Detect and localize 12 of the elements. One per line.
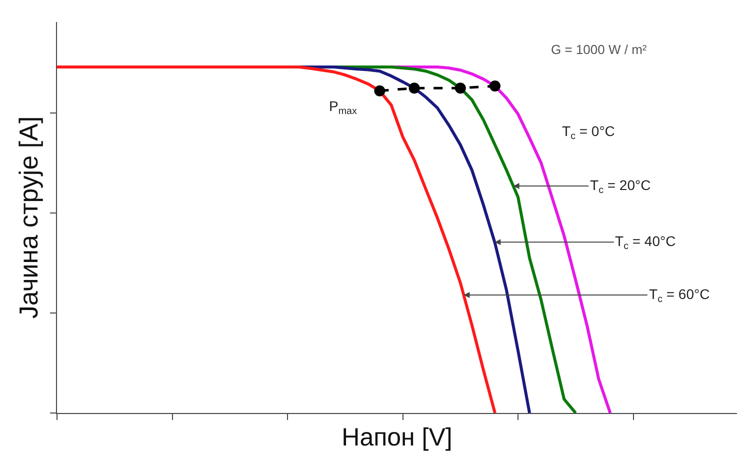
text: T$_{c}$ = 20°C xyxy=(590,177,651,196)
y-axis-title: Јачина струје [A] xyxy=(13,116,44,319)
point xyxy=(374,85,386,96)
x-axis-title: Напон [V] xyxy=(342,423,452,452)
point xyxy=(408,82,420,94)
text: T$_{c}$ = 60°C xyxy=(649,286,710,305)
series-label: P$_{max}$ xyxy=(329,98,357,117)
text: T$_{c}$ = 40°C xyxy=(615,233,676,252)
point xyxy=(454,82,466,94)
series-label: T$_{c}$ = 0°C xyxy=(562,123,615,142)
text: G = 1000 W / m² xyxy=(551,42,648,57)
point xyxy=(489,80,500,92)
